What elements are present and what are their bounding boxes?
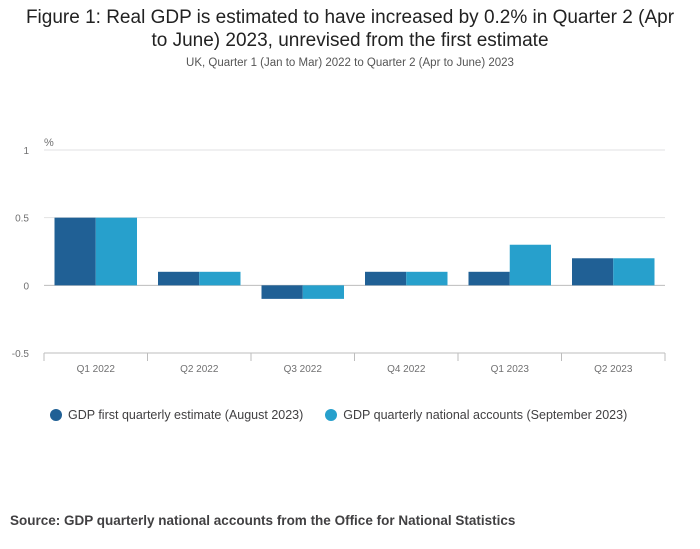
bar <box>469 272 510 286</box>
bar <box>199 272 240 286</box>
x-tick-label: Q3 2022 <box>284 364 323 375</box>
x-tick-label: Q2 2022 <box>180 364 219 375</box>
x-tick-label: Q4 2022 <box>387 364 426 375</box>
y-tick-label: 0.5 <box>15 214 29 225</box>
bar <box>262 285 303 299</box>
bar <box>406 272 447 286</box>
y-tick-label: 0 <box>23 281 29 292</box>
chart-legend: GDP first quarterly estimate (August 202… <box>50 408 649 422</box>
legend-item: GDP first quarterly estimate (August 202… <box>50 408 303 422</box>
bar <box>303 285 344 299</box>
x-tick-label: Q1 2023 <box>491 364 530 375</box>
legend-swatch <box>50 409 62 421</box>
y-tick-label: -0.5 <box>12 349 30 360</box>
bar <box>96 218 137 286</box>
source-note: Source: GDP quarterly national accounts … <box>10 513 515 528</box>
bar <box>510 245 551 286</box>
y-axis-label: % <box>44 137 54 149</box>
legend-label: GDP quarterly national accounts (Septemb… <box>343 408 627 422</box>
bar <box>55 218 96 286</box>
bar <box>365 272 406 286</box>
bar-chart: 1 0.5 0 -0.5% Q1 2022 Q2 2022 Q3 2022 Q4 2022 Q1… <box>0 0 700 400</box>
legend-item: GDP quarterly national accounts (Septemb… <box>325 408 627 422</box>
legend-label: GDP first quarterly estimate (August 202… <box>68 408 303 422</box>
legend-swatch <box>325 409 337 421</box>
y-tick-label: 1 <box>23 146 29 157</box>
bar <box>158 272 199 286</box>
bar <box>572 258 613 285</box>
x-tick-label: Q1 2022 <box>77 364 116 375</box>
x-tick-label: Q2 2023 <box>594 364 633 375</box>
bar <box>613 258 654 285</box>
